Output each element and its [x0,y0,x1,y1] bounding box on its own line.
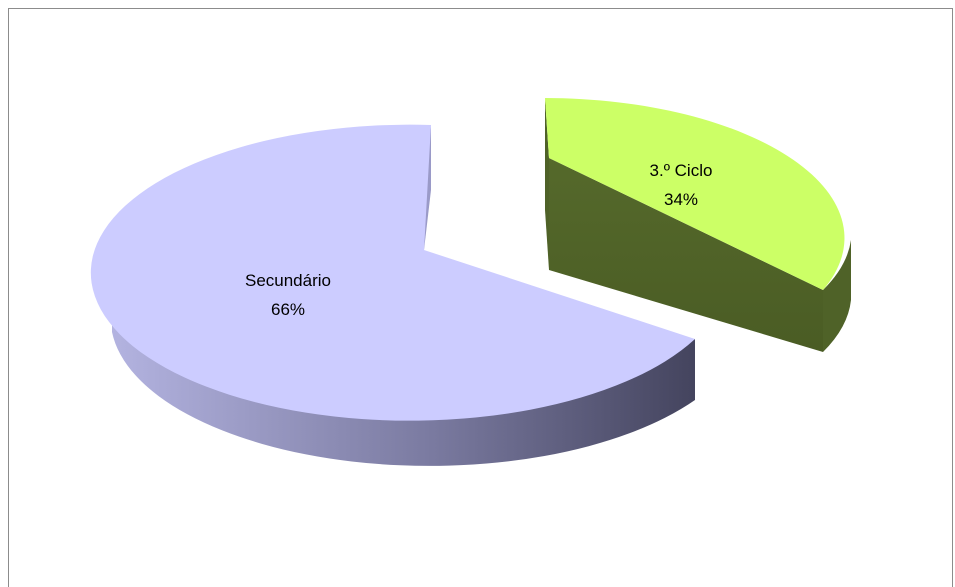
label-3-ciclo-percent: 34% [664,190,698,209]
slice-3-ciclo-wall-left [545,98,549,270]
label-secundario-name: Secundário [245,271,331,290]
label-3-ciclo-name: 3.º Ciclo [650,161,713,180]
slice-secundario-top [90,124,696,421]
slice-secundario [90,124,696,466]
slice-3-ciclo-outer-wall [823,240,851,352]
label-secundario-percent: 66% [271,300,305,319]
slice-3-ciclo [545,98,851,352]
slice-3-ciclo-side [549,158,823,352]
slice-secundario-side [112,272,695,466]
slice-3-ciclo-top [545,98,845,290]
